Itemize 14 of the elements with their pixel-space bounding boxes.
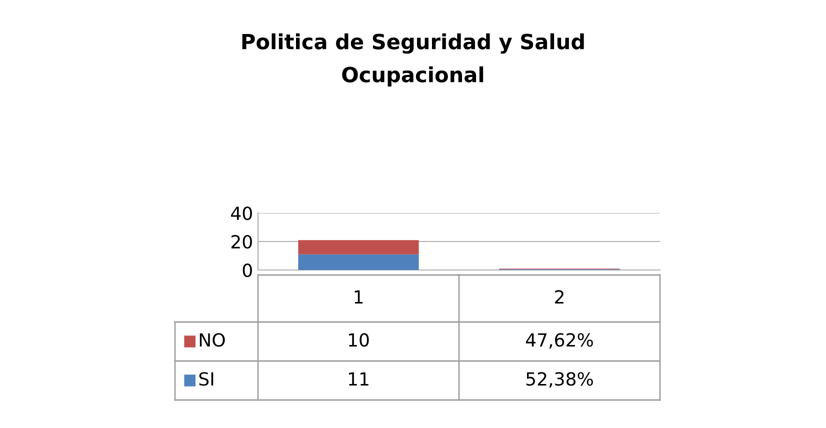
legend-label: NO: [200, 333, 225, 347]
x-tick-label: 1: [354, 290, 363, 304]
bar: [298, 254, 419, 270]
data-label: 47,62%: [526, 333, 593, 349]
y-tick-label: 40: [231, 206, 252, 220]
legend-label: SI: [199, 372, 214, 386]
x-tick-label: 2: [555, 290, 564, 304]
data-label: 11: [348, 372, 368, 386]
y-tick-label: 20: [231, 234, 252, 249]
y-tick-label: 0: [242, 263, 252, 278]
data-label: 10: [348, 333, 369, 347]
bar: [298, 240, 419, 254]
chart-title: Politica de Seguridad y Salud Ocupacional: [242, 33, 584, 86]
data-label: 52,38%: [526, 372, 593, 388]
